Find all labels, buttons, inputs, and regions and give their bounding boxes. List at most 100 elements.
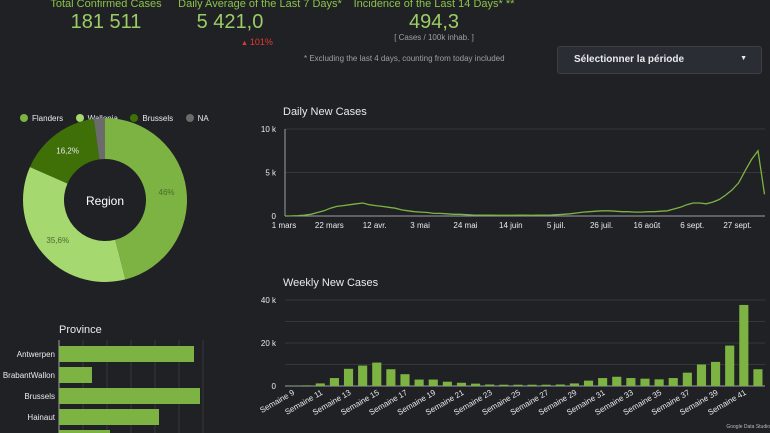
kpi-title: Total Confirmed Cases xyxy=(50,0,162,10)
province-label: Brussels xyxy=(24,392,55,401)
region-donut-chart: 46% 35,6% 16,2% Region xyxy=(23,118,187,282)
legend-dot-icon xyxy=(20,114,28,122)
daily-new-cases-chart: 0 5 k 10 k 1 mars 22 mars 12 avr. 3 mai 24 mai 1… xyxy=(261,125,766,230)
weekly-bar[interactable] xyxy=(471,383,481,386)
province-bar[interactable] xyxy=(59,367,92,383)
weekly-bar[interactable] xyxy=(456,382,467,386)
legend-label: Brussels xyxy=(142,113,174,123)
region-legend: Flanders Wallonia Brussels NA xyxy=(20,109,217,127)
legend-brussels[interactable]: Brussels xyxy=(130,114,173,123)
legend-label: Wallonia xyxy=(87,113,118,123)
weekly-bar[interactable] xyxy=(753,369,763,386)
x-tick-label: 26 juil. xyxy=(590,221,613,230)
donut-slice-label: 16,2% xyxy=(56,147,79,156)
weekly-bar[interactable] xyxy=(442,381,452,386)
weekly-bar[interactable] xyxy=(372,362,382,386)
weekly-bar[interactable] xyxy=(612,376,622,386)
x-tick-label: 12 avr. xyxy=(363,221,387,230)
weekly-bar[interactable] xyxy=(315,383,325,386)
weekly-bar[interactable] xyxy=(583,380,594,386)
x-tick-label: 3 mai xyxy=(410,221,430,230)
weekly-bar[interactable] xyxy=(654,379,664,386)
weekly-bar[interactable] xyxy=(343,368,354,386)
caret-down-icon: ▼ xyxy=(740,55,747,62)
arrow-up-icon: ▲ xyxy=(241,40,250,47)
kpi-title: Daily Average of the Last 7 Days* xyxy=(178,0,342,10)
donut-center-label: Region xyxy=(86,194,124,208)
x-tick-label: 5 juil. xyxy=(547,221,566,230)
province-bar[interactable] xyxy=(59,388,200,404)
weekly-bar[interactable] xyxy=(513,384,523,386)
donut-slice-wallonia[interactable] xyxy=(23,166,126,282)
province-chart: Antwerpen BrabantWallon Brussels Hainaut xyxy=(3,340,204,433)
province-bar[interactable] xyxy=(59,409,159,425)
kpi-value: 5 421,0 xyxy=(196,11,264,33)
weekly-bar[interactable] xyxy=(598,378,608,386)
weekly-bar[interactable] xyxy=(555,384,565,386)
period-select[interactable]: Sélectionner la période ▼ xyxy=(557,46,762,74)
donut-slice-na[interactable] xyxy=(93,118,105,160)
legend-label: NA xyxy=(197,113,209,123)
weekly-bar[interactable] xyxy=(668,378,678,386)
y-tick-label: 0 xyxy=(272,212,277,221)
weekly-bar[interactable] xyxy=(696,364,707,387)
weekly-bar[interactable] xyxy=(414,379,424,386)
province-label: Antwerpen xyxy=(17,350,55,359)
footnote: * Excluding the last 4 days, counting fr… xyxy=(304,54,505,63)
y-tick-label: 0 xyxy=(272,382,277,391)
province-bar[interactable] xyxy=(59,430,110,433)
weekly-bar[interactable] xyxy=(711,361,721,386)
legend-label: Flanders xyxy=(32,113,64,123)
weekly-bar[interactable] xyxy=(541,384,551,386)
weekly-bar[interactable] xyxy=(569,383,579,386)
x-tick-label: 1 mars xyxy=(272,221,296,230)
legend-flanders[interactable]: Flanders xyxy=(20,114,63,123)
x-tick-label: 24 mai xyxy=(453,221,477,230)
donut-slice-brussels[interactable] xyxy=(29,118,100,184)
weekly-bar[interactable] xyxy=(499,384,509,386)
legend-na[interactable]: NA xyxy=(185,113,209,123)
weekly-bar[interactable] xyxy=(400,374,410,386)
period-select-label: Sélectionner la période xyxy=(574,54,685,65)
province-bar[interactable] xyxy=(59,346,194,362)
legend-dot-icon xyxy=(130,114,139,122)
province-label: Hainaut xyxy=(27,413,55,422)
weekly-bar[interactable] xyxy=(386,369,396,386)
weekly-bar[interactable] xyxy=(527,384,537,386)
weekly-bar[interactable] xyxy=(682,372,692,386)
weekly-bar[interactable] xyxy=(329,378,339,386)
weekly-bar[interactable] xyxy=(301,385,311,386)
y-tick-label: 20 k xyxy=(261,339,277,348)
x-tick-label: 27 sept. xyxy=(723,221,751,230)
y-tick-label: 40 k xyxy=(261,296,277,305)
weekly-bar[interactable] xyxy=(428,379,438,386)
weekly-bar[interactable] xyxy=(626,378,636,386)
donut-slice-flanders[interactable] xyxy=(105,118,187,280)
legend-dot-icon xyxy=(185,114,194,122)
weekly-bar[interactable] xyxy=(739,304,749,386)
weekly-bar[interactable] xyxy=(725,345,735,386)
weekly-bar[interactable] xyxy=(485,384,495,386)
legend-wallonia[interactable]: Wallonia xyxy=(75,113,118,123)
weekly-bar[interactable] xyxy=(358,365,368,386)
legend-dot-icon xyxy=(75,114,84,122)
weekly-bar[interactable] xyxy=(640,378,650,386)
donut-slice-label: 46% xyxy=(159,188,175,197)
daily-cases-line xyxy=(284,149,766,217)
attribution: Google Data Studio xyxy=(726,424,770,430)
x-tick-label: 22 mars xyxy=(315,221,344,230)
kpi-value: 494,3 xyxy=(408,11,460,33)
kpi-value: 181 511 xyxy=(70,11,142,33)
donut-slice-label: 35,6% xyxy=(46,236,69,245)
kpi-title: Incidence of the Last 14 Days* ** xyxy=(353,0,515,10)
daily-chart-title: Daily New Cases xyxy=(283,106,367,118)
kpi-unit: [ Cases / 100k inhab. ] xyxy=(394,33,474,42)
y-tick-label: 5 k xyxy=(265,169,277,178)
x-tick-label: 16 août xyxy=(634,221,661,230)
x-tick-label: 14 juin xyxy=(499,221,523,230)
province-chart-title: Province xyxy=(59,324,102,336)
kpi-change: ▲ 101% xyxy=(241,37,273,47)
province-label: BrabantWallon xyxy=(3,371,55,380)
y-tick-label: 10 k xyxy=(261,125,277,134)
